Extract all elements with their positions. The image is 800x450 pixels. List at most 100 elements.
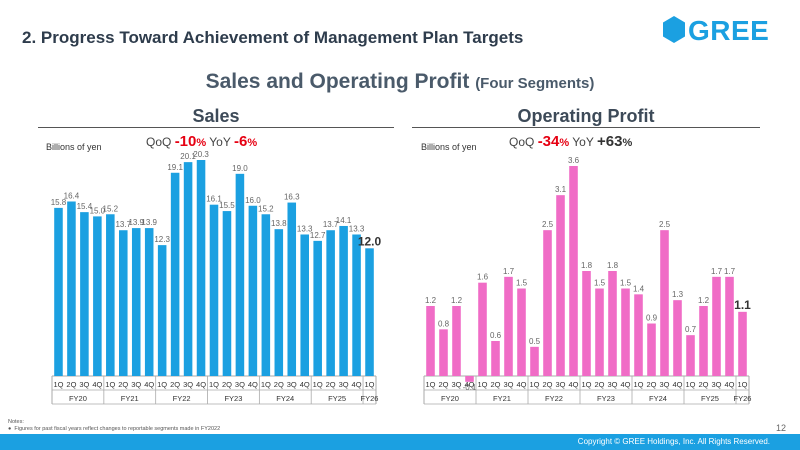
sales-quarter-tick-label: 3Q: [287, 380, 297, 389]
main-title-text: Sales and Operating Profit: [205, 70, 470, 93]
profit-qoq-unit: %: [559, 137, 570, 149]
sales-quarter-tick-label: 4Q: [248, 380, 258, 389]
profit-title-rule: [412, 127, 760, 129]
profit-bar: [621, 288, 630, 376]
sales-quarter-tick-label: 3Q: [183, 380, 193, 389]
profit-data-label: 0.5: [529, 337, 541, 346]
profit-data-label: 1.7: [724, 267, 736, 276]
sales-data-label: 15.2: [103, 204, 119, 213]
profit-quarter-tick-label: 4Q: [568, 380, 578, 389]
sales-fiscal-year-label: FY20: [69, 394, 87, 403]
sales-bar: [300, 234, 309, 376]
sales-yoy-value: -6: [234, 133, 248, 150]
notes: Notes: ● Figures for past fiscal years r…: [8, 419, 220, 433]
sales-bar: [119, 230, 128, 376]
profit-data-label: 1.5: [620, 279, 632, 288]
hexagon-logo-icon: [663, 16, 685, 43]
sales-bar: [196, 160, 206, 376]
sales-bar: [183, 162, 193, 376]
profit-data-label: 1.6: [477, 273, 489, 282]
sales-data-label: 12.7: [310, 231, 326, 240]
sales-quarter-tick-label: 4Q: [300, 380, 310, 389]
notes-label: Notes:: [8, 419, 24, 425]
main-subtitle: (Four Segments): [475, 75, 595, 92]
sales-data-label: 13.9: [128, 218, 144, 227]
profit-unit-label: Billions of yen: [421, 142, 477, 152]
sales-data-label: 15.5: [219, 201, 235, 210]
profit-bar: [647, 323, 656, 376]
profit-data-label: 1.8: [581, 261, 593, 270]
sales-quarter-tick-label: 1Q: [157, 380, 167, 389]
sales-quarter-tick-label: 2Q: [66, 380, 76, 389]
profit-fiscal-year-label: FY26: [734, 394, 752, 403]
sales-yoy-unit: %: [247, 137, 258, 149]
sales-data-label: 15.0: [90, 206, 106, 215]
sales-data-label: 15.4: [77, 202, 93, 211]
sales-data-label: 13.8: [271, 219, 287, 228]
sales-fiscal-year-label: FY25: [328, 394, 346, 403]
profit-data-label: 0.9: [646, 314, 658, 323]
sales-bar: [287, 202, 297, 376]
profit-data-label: 0.7: [685, 325, 697, 334]
sales-bar: [365, 248, 374, 376]
sales-bar: [352, 234, 361, 376]
profit-data-label: 0.6: [490, 331, 502, 340]
profit-yoy-label: YoY: [572, 135, 594, 149]
sales-data-label: 19.1: [167, 163, 183, 172]
sales-quarter-tick-label: 1Q: [365, 380, 375, 389]
profit-qoq-label: QoQ: [509, 135, 535, 149]
profit-bar: [634, 294, 643, 376]
profit-fiscal-year-label: FY25: [701, 394, 719, 403]
gree-logo: GREE: [662, 14, 782, 48]
profit-quarter-tick-label: 1Q: [581, 380, 591, 389]
sales-fiscal-year-label: FY21: [121, 394, 139, 403]
profit-fiscal-year-label: FY24: [649, 394, 667, 403]
profit-quarter-tick-label: 3Q: [607, 380, 617, 389]
sales-quarter-tick-label: 1Q: [313, 380, 323, 389]
profit-quarter-tick-label: 2Q: [438, 380, 448, 389]
profit-fiscal-year-label: FY22: [545, 394, 563, 403]
sales-quarter-tick-label: 1Q: [53, 380, 63, 389]
sales-qoq-label: QoQ: [146, 135, 172, 149]
sales-bar: [326, 230, 335, 376]
profit-bar: [478, 282, 487, 376]
copyright: Copyright © GREE Holdings, Inc. All Righ…: [577, 437, 770, 446]
profit-quarter-tick-label: 1Q: [737, 380, 747, 389]
sales-fiscal-year-label: FY24: [276, 394, 294, 403]
profit-data-label: 1.5: [516, 279, 528, 288]
profit-quarter-tick-label: 3Q: [659, 380, 669, 389]
profit-quarter-tick-label: 2Q: [646, 380, 656, 389]
profit-quarter-tick-label: 1Q: [633, 380, 643, 389]
sales-data-label: 20.1: [180, 152, 196, 161]
profit-quarter-tick-label: 1Q: [529, 380, 539, 389]
sales-quarter-tick-label: 1Q: [261, 380, 271, 389]
profit-quarter-tick-label: 2Q: [542, 380, 552, 389]
notes-item-text: Figures for past fiscal years reflect ch…: [14, 426, 221, 432]
sales-qoq-value: -10: [174, 133, 197, 150]
profit-bar: [673, 300, 682, 376]
profit-change-summary: QoQ -34% YoY +63%: [509, 133, 632, 150]
sales-data-label: 16.0: [245, 196, 261, 205]
sales-quarter-tick-label: 4Q: [92, 380, 102, 389]
sales-data-label: 13.7: [115, 220, 131, 229]
profit-bar: [660, 230, 669, 376]
profit-bar: [569, 166, 578, 376]
sales-quarter-tick-label: 1Q: [105, 380, 115, 389]
profit-data-label: -0.1: [463, 383, 477, 392]
sales-bar: [54, 207, 63, 376]
profit-data-label: 1.8: [607, 261, 619, 270]
profit-data-label: 3.6: [568, 156, 580, 165]
profit-yoy-value: +63: [597, 133, 623, 150]
sales-quarter-tick-label: 2Q: [170, 380, 180, 389]
profit-quarter-tick-label: 1Q: [425, 380, 435, 389]
sales-bar: [235, 173, 245, 376]
sales-title-rule: [38, 127, 394, 129]
sales-data-label: 16.4: [64, 191, 80, 200]
sales-bar: [209, 204, 219, 376]
sales-data-label: 13.9: [141, 218, 157, 227]
profit-data-label: 1.2: [698, 296, 710, 305]
profit-bar: [465, 376, 474, 382]
sales-quarter-tick-label: 2Q: [326, 380, 336, 389]
sales-change-summary: QoQ -10% YoY -6%: [146, 133, 257, 150]
profit-bar: [595, 288, 604, 376]
